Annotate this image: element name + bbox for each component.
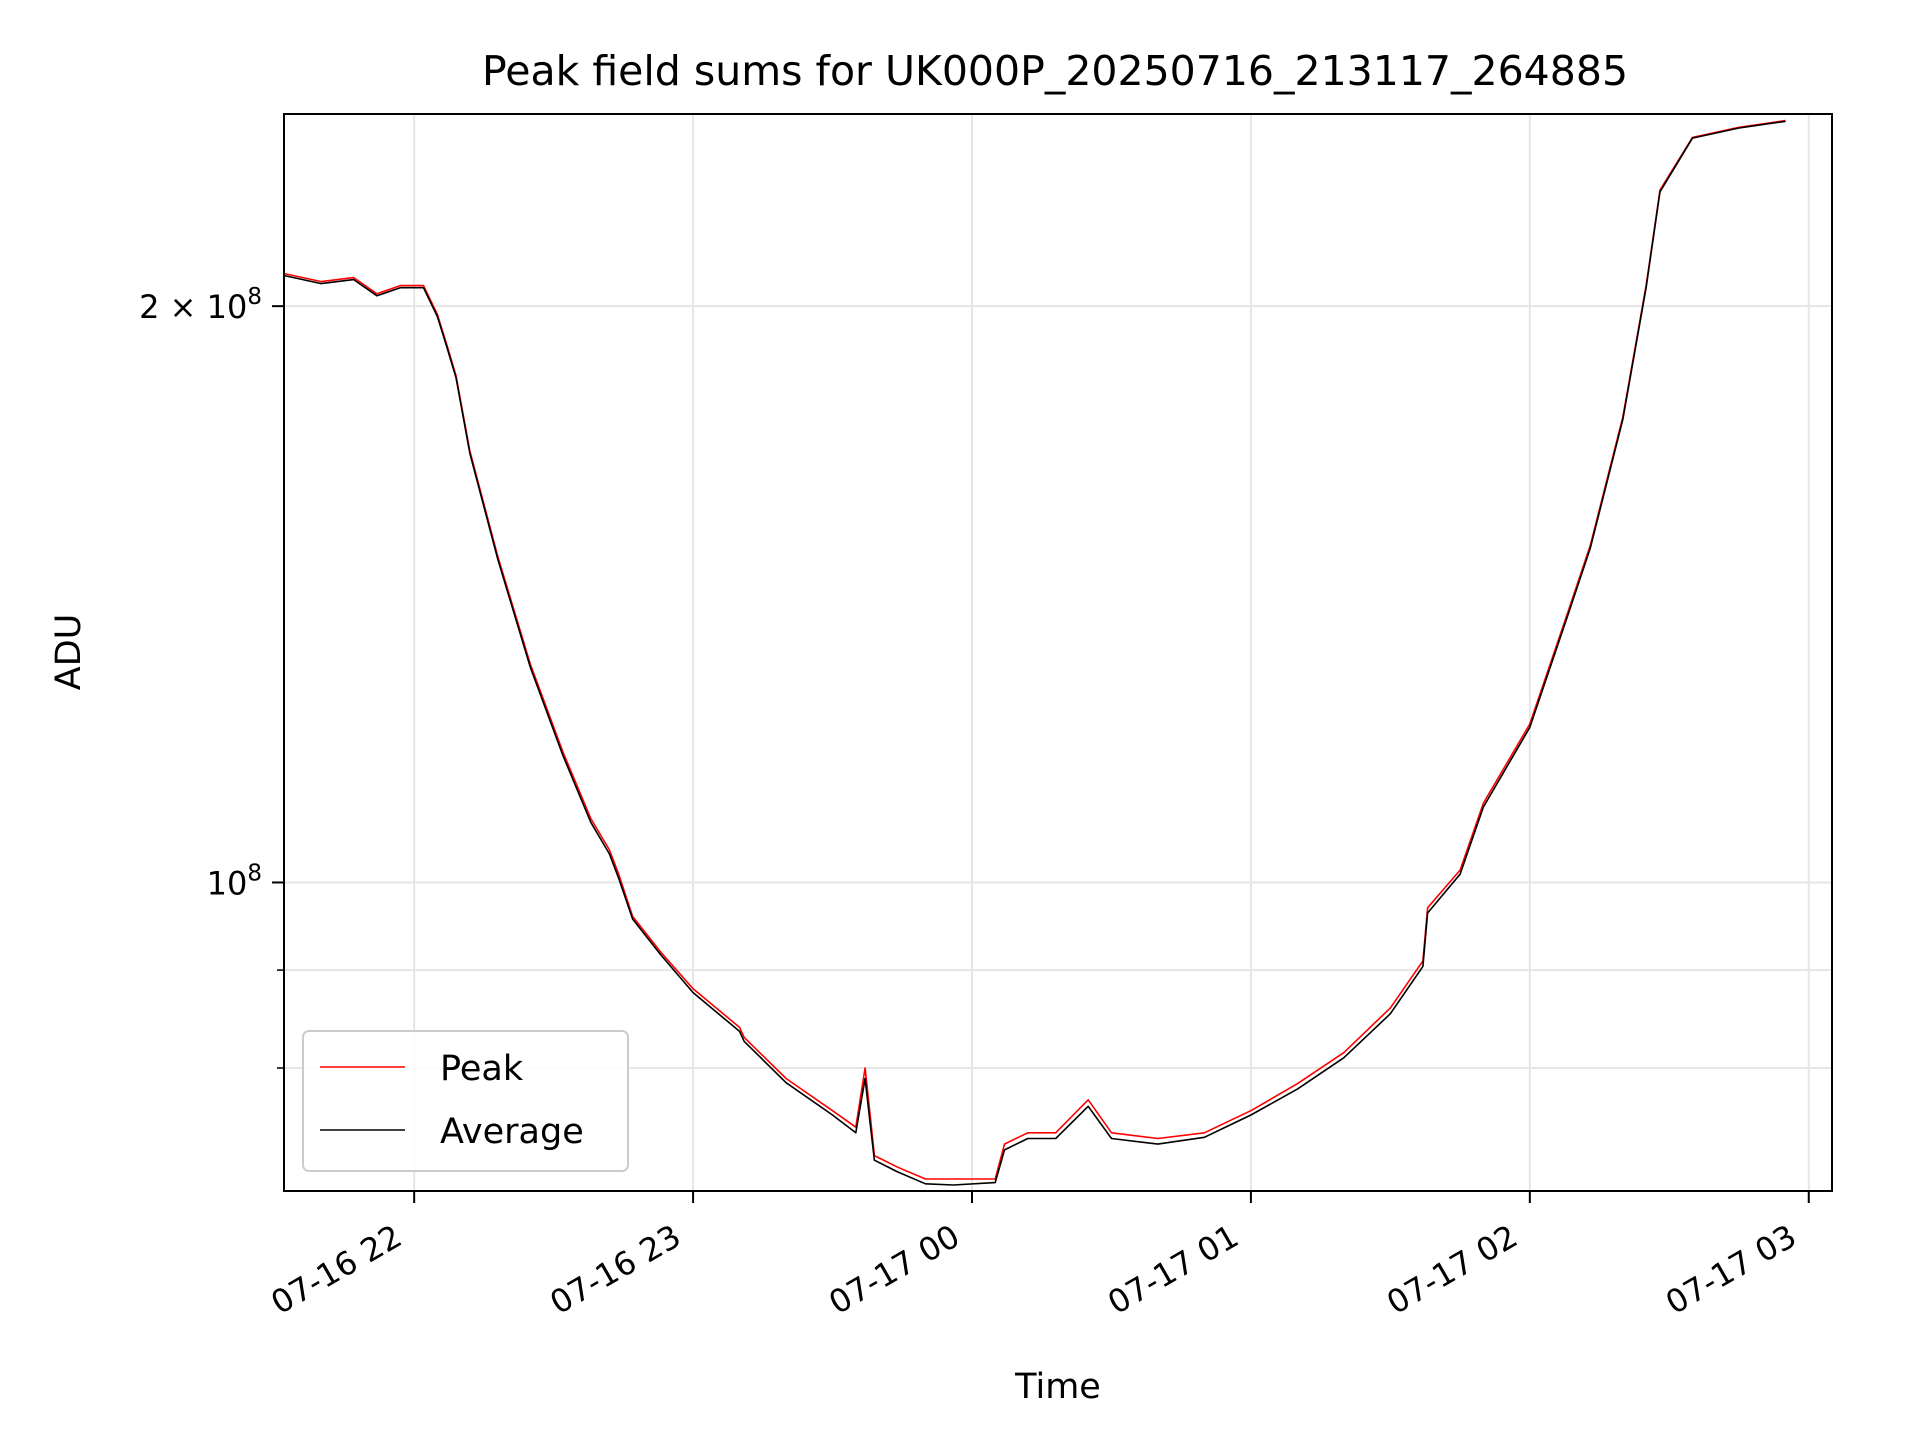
legend-peak-label: Peak — [440, 1049, 524, 1089]
x-axis-label: Time — [1014, 1367, 1101, 1407]
plot-frame — [283, 113, 1833, 1192]
y-tick-label-0: 2 × 108 — [139, 284, 262, 326]
grid — [284, 114, 1832, 1191]
y-tick-label-1: 108 — [207, 860, 262, 902]
legend: Peak Average — [302, 1030, 629, 1172]
chart-title: Peak field sums for UK000P_20250716_2131… — [482, 47, 1628, 95]
y-axis-label: ADU — [49, 614, 89, 691]
legend-box — [302, 1030, 629, 1172]
y-axis-ticks: 2 × 108 108 — [139, 284, 284, 1069]
series-line-average — [283, 120, 1786, 1186]
series-lines — [283, 119, 1786, 1186]
legend-average-label: Average — [440, 1112, 584, 1152]
